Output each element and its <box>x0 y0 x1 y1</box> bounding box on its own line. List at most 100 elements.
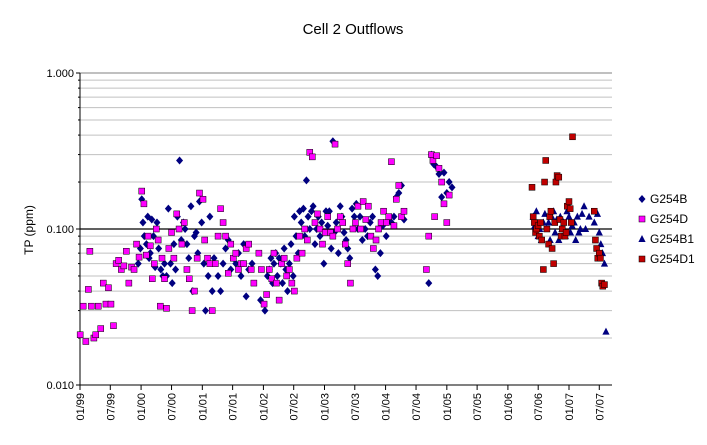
data-point <box>168 229 175 236</box>
data-point <box>97 325 105 332</box>
data-point <box>163 305 170 312</box>
data-point <box>592 236 599 244</box>
data-point <box>332 218 340 227</box>
series-g254d <box>76 140 453 345</box>
data-point <box>425 279 433 288</box>
data-point <box>76 331 84 338</box>
data-point <box>158 254 166 262</box>
data-point <box>206 212 214 221</box>
x-axis-ticks: 01/99 07/99 01/00 07/00 01/01 07/01 01/02 07/02… <box>75 385 606 421</box>
x-tick-label: 07/06 <box>533 393 545 421</box>
data-point <box>318 218 326 227</box>
data-point <box>299 204 307 213</box>
data-point <box>425 232 433 240</box>
data-point <box>327 244 335 253</box>
x-tick-label: 07/02 <box>289 393 301 421</box>
data-point <box>232 259 240 268</box>
x-tick-label: 01/05 <box>442 393 454 421</box>
data-point <box>242 292 250 301</box>
data-point <box>237 271 245 280</box>
data-point <box>349 225 357 233</box>
data-point <box>445 191 453 199</box>
data-point <box>547 207 555 215</box>
data-point <box>546 213 553 220</box>
data-point <box>100 279 107 287</box>
data-point <box>435 165 443 172</box>
data-point <box>400 207 408 215</box>
data-point <box>289 271 297 280</box>
legend-label-g254d: G254D <box>650 212 688 226</box>
data-point <box>235 266 242 273</box>
data-point <box>370 245 377 252</box>
data-point <box>529 213 537 220</box>
data-point <box>572 236 580 244</box>
data-point <box>278 260 285 267</box>
data-point <box>359 198 367 205</box>
data-point <box>140 200 148 208</box>
data-point <box>302 176 310 185</box>
data-point <box>283 272 290 280</box>
data-point <box>185 254 193 263</box>
data-point <box>133 240 140 248</box>
data-point <box>240 260 247 267</box>
data-point <box>153 225 160 233</box>
data-point <box>358 236 366 245</box>
data-point <box>258 266 265 273</box>
data-point <box>325 207 333 216</box>
series-layer <box>76 133 610 345</box>
data-point <box>540 266 547 273</box>
data-point <box>390 212 398 221</box>
data-point <box>139 218 147 227</box>
legend-label-g254b: G254B <box>650 192 687 206</box>
data-point <box>390 222 398 229</box>
data-point <box>120 262 128 270</box>
data-point <box>591 207 598 215</box>
data-point <box>357 225 364 233</box>
data-point <box>125 279 133 287</box>
data-point <box>382 219 390 226</box>
data-point <box>565 212 573 220</box>
data-point <box>157 302 164 310</box>
data-point <box>157 265 165 274</box>
data-point <box>227 240 235 248</box>
data-point <box>543 225 551 233</box>
data-point <box>304 236 311 244</box>
data-point <box>541 178 548 186</box>
data-point <box>580 202 588 210</box>
data-point <box>143 251 150 259</box>
data-point <box>94 302 102 310</box>
data-point <box>348 204 356 213</box>
data-point <box>151 260 158 267</box>
x-tick-label: 01/03 <box>319 393 331 421</box>
data-point <box>181 225 189 233</box>
data-point <box>551 228 559 236</box>
data-point <box>555 173 563 181</box>
data-point <box>544 218 553 226</box>
data-point <box>448 183 456 192</box>
series-g254d1 <box>528 133 608 290</box>
data-point <box>286 266 293 273</box>
legend: G254B G254D G254B1 G254D1 <box>638 192 695 266</box>
data-point <box>208 307 216 314</box>
x-tick-label: 07/01 <box>228 393 240 421</box>
data-point <box>186 275 193 282</box>
data-point <box>336 202 344 211</box>
data-point <box>602 327 610 335</box>
data-point <box>423 266 430 273</box>
data-point <box>601 281 608 288</box>
data-point <box>280 254 288 262</box>
legend-marker-g254b1 <box>638 235 646 242</box>
data-point <box>206 260 214 267</box>
x-tick-label: 07/04 <box>411 393 423 421</box>
data-point <box>204 254 211 262</box>
data-point <box>555 236 563 244</box>
data-point <box>285 259 293 268</box>
data-point <box>165 245 173 252</box>
data-point <box>573 212 581 220</box>
data-point <box>296 232 303 240</box>
data-point <box>263 291 270 298</box>
data-point <box>170 254 178 262</box>
data-point <box>371 265 379 274</box>
chart-title: Cell 2 Outflows <box>303 21 404 38</box>
data-point <box>214 271 222 280</box>
